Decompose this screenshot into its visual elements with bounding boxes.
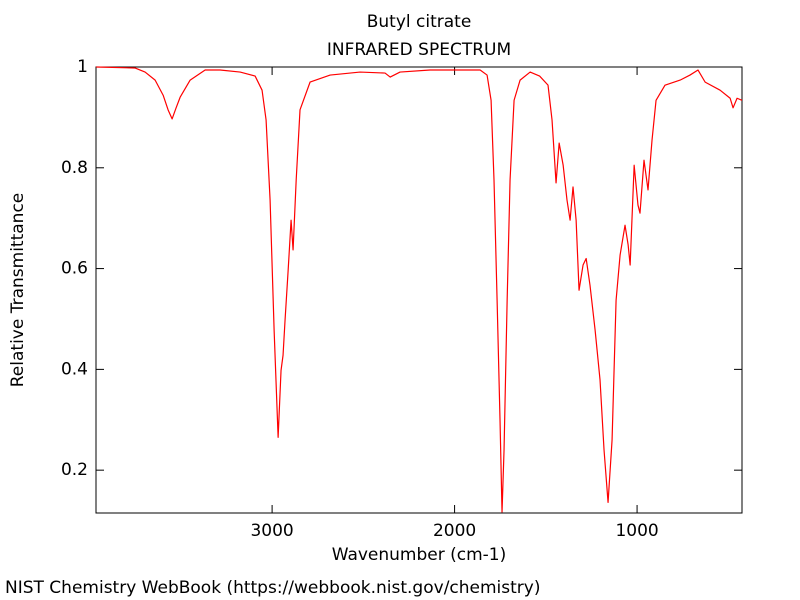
- y-axis-label: Relative Transmittance: [8, 193, 28, 388]
- x-axis-label: Wavenumber (cm-1): [332, 545, 507, 565]
- y-tick-label: 0.2: [61, 460, 88, 480]
- chart-title: Butyl citrate: [367, 12, 472, 32]
- y-tick-label: 0.6: [61, 259, 88, 279]
- y-tick-label: 1: [77, 57, 88, 77]
- chart-subtitle: INFRARED SPECTRUM: [327, 40, 511, 60]
- y-tick-label: 0.8: [61, 158, 88, 178]
- plot-frame: [95, 66, 743, 514]
- x-tick-label: 3000: [250, 521, 293, 541]
- y-tick-label: 0.4: [61, 359, 88, 379]
- x-tick-label: 2000: [433, 521, 476, 541]
- spectrum-line: [96, 66, 743, 513]
- source-note: NIST Chemistry WebBook (https://webbook.…: [5, 578, 540, 598]
- x-tick-label: 1000: [615, 521, 658, 541]
